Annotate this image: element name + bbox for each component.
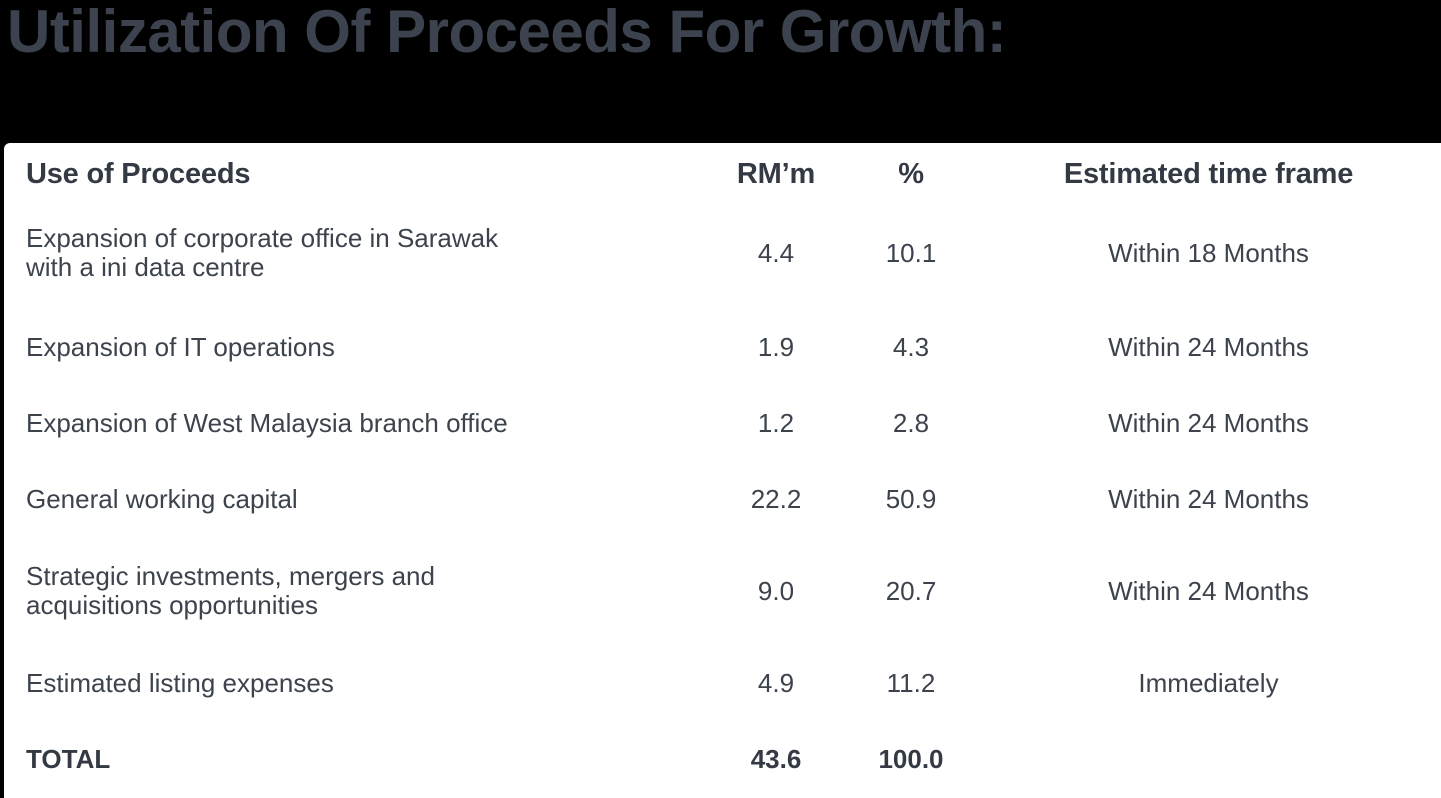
total-rm-value: 43.6 — [750, 743, 802, 774]
row-use-label: Expansion of IT operations — [26, 331, 335, 362]
total-percent-value: 100.0 — [878, 743, 944, 774]
row-percent-value: 10.1 — [885, 237, 937, 268]
row-use-label: General working capital — [26, 483, 298, 514]
row-percent-value: 50.9 — [885, 483, 937, 514]
table-row: General working capital 22.2 50.9 Within… — [26, 461, 1441, 537]
row-percent-value: 4.3 — [892, 331, 930, 362]
table-header-row: Use of Proceeds RM’m % Estimated time fr… — [26, 143, 1441, 197]
row-rm-value: 1.9 — [757, 331, 795, 362]
row-rm-value: 22.2 — [750, 483, 802, 514]
table-row: Expansion of West Malaysia branch office… — [26, 385, 1441, 461]
row-timeframe: Immediately — [1138, 667, 1279, 698]
row-timeframe: Within 24 Months — [1108, 575, 1309, 606]
row-use-label: Strategic investments, mergers and acqui… — [26, 561, 435, 620]
table-row: Strategic investments, mergers and acqui… — [26, 537, 1441, 645]
table-row: Expansion of corporate office in Sarawak… — [26, 197, 1441, 309]
column-header-percent: % — [898, 157, 924, 190]
table-row: Estimated listing expenses 4.9 11.2 Imme… — [26, 645, 1441, 721]
column-header-use-of-proceeds: Use of Proceeds — [26, 157, 251, 190]
column-header-rm-millions: RM’m — [736, 157, 816, 190]
row-timeframe: Within 24 Months — [1108, 483, 1309, 514]
row-use-label: Expansion of corporate office in Sarawak… — [26, 223, 499, 282]
row-rm-value: 4.9 — [757, 667, 795, 698]
table-row: Expansion of IT operations 1.9 4.3 Withi… — [26, 309, 1441, 385]
row-timeframe: Within 24 Months — [1108, 331, 1309, 362]
row-timeframe: Within 18 Months — [1108, 237, 1309, 268]
total-label: TOTAL — [26, 743, 111, 774]
row-rm-value: 1.2 — [757, 407, 795, 438]
column-header-timeframe: Estimated time frame — [1063, 157, 1354, 190]
row-rm-value: 4.4 — [757, 237, 795, 268]
table-total-row: TOTAL 43.6 100.0 — [26, 721, 1441, 797]
row-rm-value: 9.0 — [757, 575, 795, 606]
row-percent-value: 2.8 — [892, 407, 930, 438]
proceeds-table-card: Use of Proceeds RM’m % Estimated time fr… — [4, 143, 1441, 798]
page-title: Utilization Of Proceeds For Growth: — [7, 0, 1007, 65]
row-percent-value: 20.7 — [885, 575, 937, 606]
row-timeframe: Within 24 Months — [1108, 407, 1309, 438]
row-use-label: Estimated listing expenses — [26, 667, 334, 698]
row-use-label: Expansion of West Malaysia branch office — [26, 407, 508, 438]
row-percent-value: 11.2 — [886, 667, 936, 698]
